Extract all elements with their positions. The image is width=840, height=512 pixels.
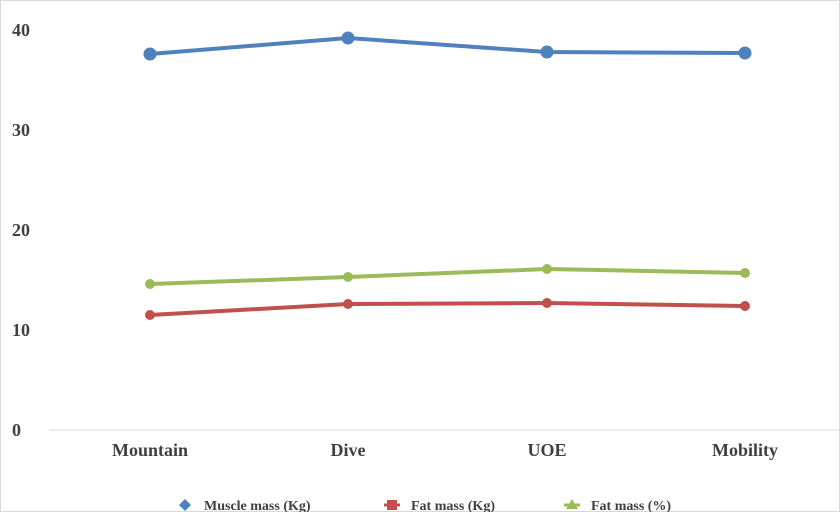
data-point	[143, 47, 157, 61]
series-group	[143, 31, 752, 320]
data-point	[540, 45, 554, 59]
data-point	[740, 268, 750, 278]
data-point	[145, 279, 155, 289]
legend-label: Fat mass (Kg)	[411, 499, 495, 512]
legend-item: Muscle mass (Kg)	[179, 499, 311, 512]
data-point	[738, 46, 752, 60]
y-tick-label: 40	[12, 20, 30, 40]
legend-marker	[566, 499, 578, 509]
legend-label: Muscle mass (Kg)	[204, 499, 311, 512]
series-2	[145, 264, 750, 289]
x-tick-label: UOE	[527, 440, 566, 460]
data-point	[740, 301, 750, 311]
x-tick-label: Mountain	[112, 440, 188, 460]
y-tick-label: 20	[12, 220, 30, 240]
legend-marker	[387, 500, 397, 510]
data-point	[145, 310, 155, 320]
x-tick-label: Mobility	[712, 440, 778, 460]
series-0	[143, 31, 752, 61]
y-tick-label: 10	[12, 320, 30, 340]
legend-label: Fat mass (%)	[591, 499, 671, 512]
y-axis: 0 10 20 30 40	[12, 20, 30, 440]
series-line	[148, 301, 747, 317]
series-line	[148, 36, 747, 56]
data-point	[542, 264, 552, 274]
series-line	[148, 267, 747, 286]
data-point	[542, 298, 552, 308]
data-point	[341, 31, 355, 45]
series-1	[145, 298, 750, 320]
legend-item: Fat mass (%)	[564, 499, 671, 512]
legend-item: Fat mass (Kg)	[384, 499, 495, 512]
data-point	[343, 272, 353, 282]
x-tick-label: Dive	[331, 440, 366, 460]
x-axis: Mountain Dive UOE Mobility	[112, 440, 778, 460]
legend-marker	[179, 499, 191, 511]
y-tick-label: 0	[12, 420, 21, 440]
legend: Muscle mass (Kg) Fat mass (Kg) Fat mass (%…	[179, 499, 671, 512]
y-tick-label: 30	[12, 120, 30, 140]
data-point	[343, 299, 353, 309]
